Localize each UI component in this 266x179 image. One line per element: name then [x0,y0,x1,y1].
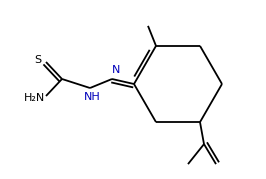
Text: S: S [34,55,41,65]
Text: NH: NH [84,92,100,102]
Text: H₂N: H₂N [23,93,45,103]
Text: N: N [112,65,120,75]
